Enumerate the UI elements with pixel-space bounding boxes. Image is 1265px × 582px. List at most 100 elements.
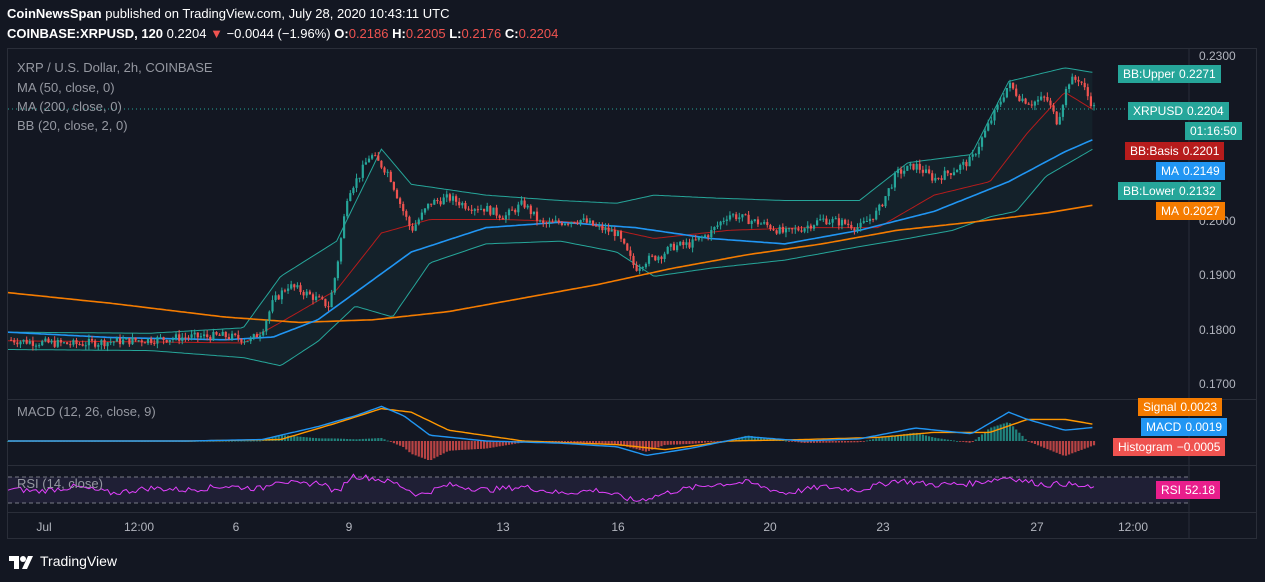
candle-body <box>486 206 489 212</box>
histogram-bar <box>968 441 971 443</box>
x-tick: 9 <box>345 520 353 534</box>
candle-body <box>688 242 691 248</box>
histogram-bar <box>492 441 495 448</box>
candle-body <box>271 300 274 312</box>
author-name[interactable]: CoinNewsSpan <box>7 6 102 21</box>
candle-body <box>255 334 259 338</box>
candle-body <box>103 340 106 347</box>
candle-body <box>1058 116 1061 125</box>
x-tick: 12:00 <box>1117 520 1149 534</box>
x-tick: 13 <box>496 520 510 534</box>
candle-body <box>934 177 937 181</box>
histogram-bar <box>374 438 377 441</box>
histogram-bar <box>367 438 371 441</box>
candle-body <box>290 284 293 289</box>
histogram-bar <box>1058 441 1061 455</box>
candle-body <box>115 337 118 342</box>
rsi-legend[interactable]: RSI (14, close) <box>17 476 103 491</box>
candle-body <box>535 211 539 221</box>
candle-body <box>479 208 483 210</box>
histogram-bar <box>1089 441 1092 447</box>
histogram-bar <box>943 439 946 441</box>
candle-body <box>125 337 128 340</box>
candle-body <box>1018 95 1021 102</box>
candle-body <box>31 341 34 346</box>
candle-body <box>343 216 346 239</box>
histogram-bar <box>657 441 660 448</box>
candle-body <box>647 255 651 264</box>
histogram-bar <box>828 441 831 443</box>
candle-body <box>971 154 974 157</box>
candle-body <box>215 332 218 335</box>
candle-body <box>1021 98 1024 101</box>
bb-legend[interactable]: BB (20, close, 2, 0) <box>17 118 128 133</box>
candle-body <box>1074 76 1077 80</box>
candle-body <box>803 228 806 232</box>
histogram-bar <box>741 436 744 441</box>
histogram-bar <box>299 436 302 441</box>
histogram-bar <box>700 441 703 443</box>
histogram-bar <box>1055 441 1058 453</box>
histogram-bar <box>887 436 890 441</box>
tradingview-brand[interactable]: TradingView <box>8 552 117 570</box>
histogram-bar <box>399 441 402 446</box>
candle-body <box>1049 100 1052 106</box>
candle-body <box>346 201 349 217</box>
bb-lower-line <box>8 148 1093 367</box>
histogram-bar <box>448 441 451 451</box>
histogram-bar <box>865 440 868 442</box>
candle-body <box>906 165 909 171</box>
time-axis[interactable] <box>7 512 1257 539</box>
histogram-bar <box>433 441 436 459</box>
candle-body <box>280 290 283 300</box>
candle-body <box>106 342 109 347</box>
candle-body <box>118 337 122 345</box>
y-tick: 0.1700 <box>1199 377 1236 391</box>
candle-body <box>582 218 585 220</box>
histogram-bar <box>993 426 996 441</box>
histogram-bar <box>666 441 669 445</box>
candle-body <box>1012 82 1015 89</box>
histogram-bar <box>557 441 560 442</box>
candle-body <box>1077 79 1080 82</box>
candle-body <box>374 155 377 157</box>
histogram-bar <box>694 441 697 444</box>
candle-body <box>140 340 143 343</box>
candle-body <box>716 225 719 227</box>
histogram-bar <box>249 440 252 442</box>
y-tick: 0.2300 <box>1199 49 1236 63</box>
symbol-line: COINBASE:XRPUSD, 120 0.2204 ▼ −0.0044 (−… <box>7 26 558 41</box>
histogram-bar <box>339 438 343 441</box>
candle-body <box>772 229 775 231</box>
ma50-legend[interactable]: MA (50, close, 0) <box>17 80 115 95</box>
bb-lower-tag: BB:Lower 0.2132 <box>1118 182 1221 200</box>
histogram-bar <box>1018 432 1021 441</box>
macd-legend[interactable]: MACD (12, 26, close, 9) <box>17 404 156 419</box>
histogram-bar <box>921 434 924 441</box>
candle-body <box>809 225 812 229</box>
candle-body <box>819 219 822 221</box>
histogram-bar <box>451 441 455 451</box>
candle-body <box>663 253 666 259</box>
candle-body <box>900 169 903 174</box>
histogram-bar <box>227 440 230 442</box>
histogram-bar <box>405 441 408 450</box>
candle-body <box>252 334 255 339</box>
histogram-bar <box>504 441 507 446</box>
candle-body <box>81 344 84 346</box>
histogram-bar <box>760 437 763 441</box>
candle-body <box>66 342 69 345</box>
candle-body <box>433 200 436 205</box>
candle-body <box>1008 82 1012 88</box>
candle-body <box>473 209 476 211</box>
publisher-line: CoinNewsSpan published on TradingView.co… <box>7 6 449 21</box>
ma200-legend[interactable]: MA (200, close, 0) <box>17 99 122 114</box>
candle-body <box>591 220 595 226</box>
candle-body <box>184 337 187 339</box>
candle-body <box>921 169 924 173</box>
candle-body <box>159 337 162 339</box>
candle-body <box>265 320 268 332</box>
candle-body <box>990 120 993 124</box>
candle-body <box>277 295 280 300</box>
